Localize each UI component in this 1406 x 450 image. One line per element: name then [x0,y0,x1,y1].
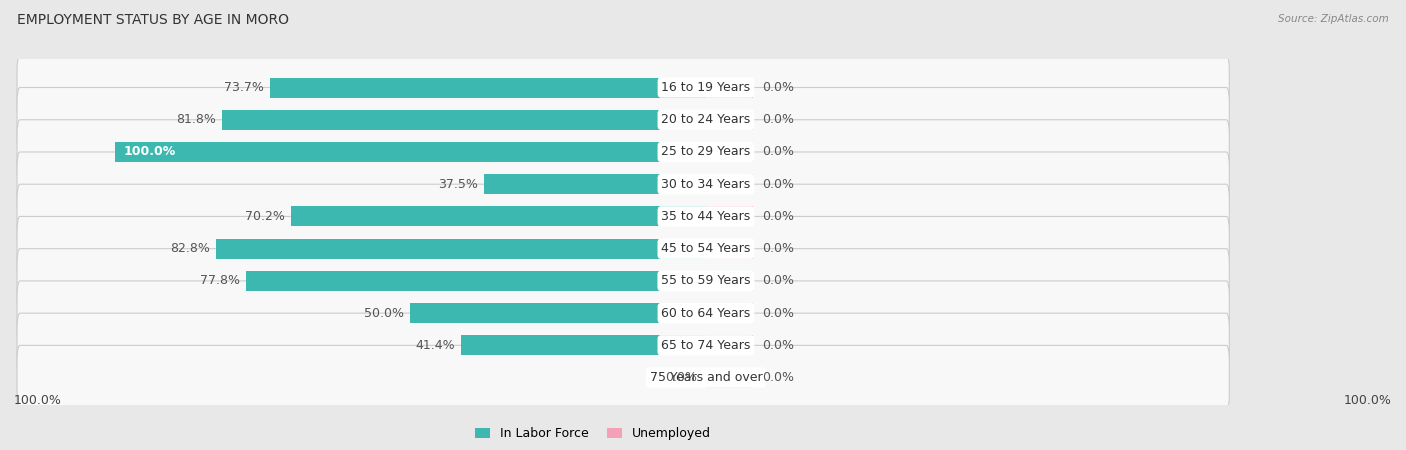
Text: 82.8%: 82.8% [170,242,211,255]
FancyBboxPatch shape [17,249,1229,313]
Bar [706,174,754,194]
Bar [246,271,706,291]
Text: 50.0%: 50.0% [364,306,405,320]
Text: 60 to 64 Years: 60 to 64 Years [661,306,751,320]
FancyBboxPatch shape [17,120,1229,184]
Text: 73.7%: 73.7% [225,81,264,94]
Text: EMPLOYMENT STATUS BY AGE IN MORO: EMPLOYMENT STATUS BY AGE IN MORO [17,14,288,27]
Text: 0.0%: 0.0% [762,178,794,191]
Text: 37.5%: 37.5% [439,178,478,191]
Text: 100.0%: 100.0% [124,145,176,158]
Text: 0.0%: 0.0% [665,371,697,384]
Text: 81.8%: 81.8% [176,113,217,126]
Bar [291,207,706,226]
Text: 55 to 59 Years: 55 to 59 Years [661,274,751,288]
Text: 100.0%: 100.0% [14,394,62,407]
Bar [461,335,706,356]
FancyBboxPatch shape [17,216,1229,281]
Bar [706,303,754,323]
Text: 25 to 29 Years: 25 to 29 Years [661,145,751,158]
Text: 0.0%: 0.0% [762,274,794,288]
Text: 0.0%: 0.0% [762,242,794,255]
Bar [706,271,754,291]
FancyBboxPatch shape [17,281,1229,345]
Bar [270,77,706,98]
Text: 30 to 34 Years: 30 to 34 Years [661,178,751,191]
Bar [484,174,706,194]
Text: 0.0%: 0.0% [762,339,794,352]
Text: 100.0%: 100.0% [1344,394,1392,407]
FancyBboxPatch shape [17,87,1229,152]
Text: 0.0%: 0.0% [762,306,794,320]
Bar [217,238,706,259]
FancyBboxPatch shape [17,152,1229,216]
Text: 65 to 74 Years: 65 to 74 Years [661,339,751,352]
FancyBboxPatch shape [17,313,1229,378]
Text: 0.0%: 0.0% [762,113,794,126]
Legend: In Labor Force, Unemployed: In Labor Force, Unemployed [474,428,711,441]
Text: 0.0%: 0.0% [762,210,794,223]
Text: 0.0%: 0.0% [762,371,794,384]
Text: 35 to 44 Years: 35 to 44 Years [661,210,751,223]
Text: 45 to 54 Years: 45 to 54 Years [661,242,751,255]
Text: 75 Years and over: 75 Years and over [650,371,762,384]
Text: 0.0%: 0.0% [762,81,794,94]
Bar [706,110,754,130]
Bar [222,110,706,130]
Text: 0.0%: 0.0% [762,145,794,158]
Text: 16 to 19 Years: 16 to 19 Years [661,81,751,94]
Bar [706,335,754,356]
Bar [706,77,754,98]
Text: 70.2%: 70.2% [245,210,285,223]
Bar [411,303,706,323]
Bar [706,142,754,162]
Text: 20 to 24 Years: 20 to 24 Years [661,113,751,126]
FancyBboxPatch shape [17,55,1229,120]
Text: 41.4%: 41.4% [416,339,456,352]
Text: Source: ZipAtlas.com: Source: ZipAtlas.com [1278,14,1389,23]
Bar [706,238,754,259]
Bar [706,207,754,226]
Text: 77.8%: 77.8% [200,274,240,288]
Bar [706,368,754,387]
FancyBboxPatch shape [17,184,1229,249]
Bar [115,142,706,162]
FancyBboxPatch shape [17,345,1229,410]
